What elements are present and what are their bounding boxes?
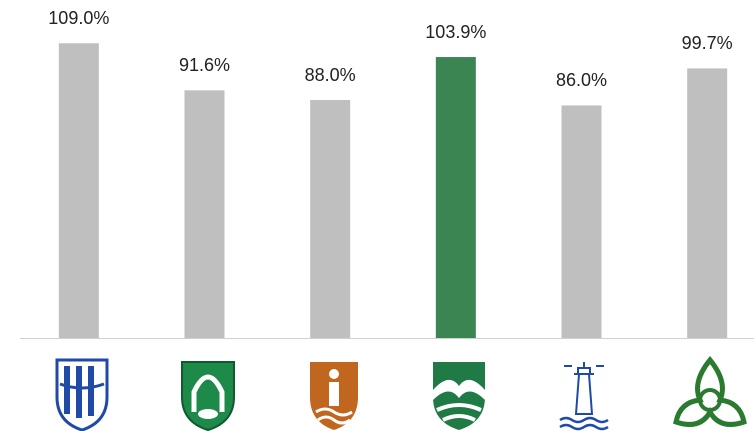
bar [561,105,602,339]
value-label: 103.9% [425,22,486,42]
icon-3 [310,362,358,430]
bar [435,57,476,338]
bar [310,100,351,338]
icon-4 [433,362,485,430]
value-label: 109.0% [48,8,109,28]
value-label: 99.7% [682,33,733,53]
bar [687,68,728,339]
bar [184,90,225,338]
icon-5 [559,362,609,431]
value-label: 91.6% [179,55,230,75]
bar [58,43,99,338]
icon-1 [55,358,109,431]
value-label: 86.0% [556,70,607,90]
icon-6 [673,356,747,427]
value-label: 88.0% [305,65,356,85]
icon-2 [181,361,235,431]
